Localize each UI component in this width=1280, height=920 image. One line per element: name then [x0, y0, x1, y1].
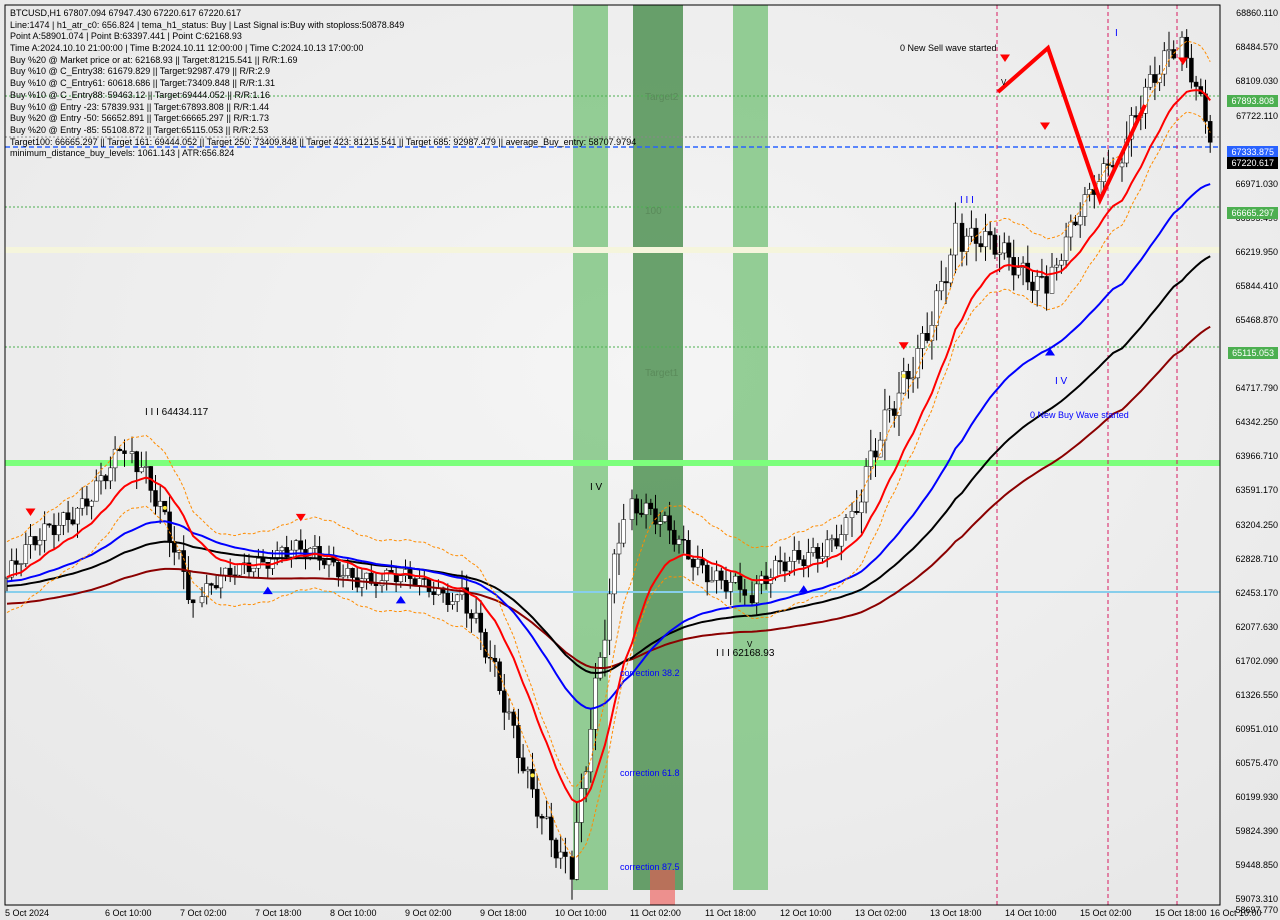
y-tick-label: 64342.250 — [1235, 417, 1278, 427]
y-tick-label: 61326.550 — [1235, 690, 1278, 700]
info-text-block: BTCUSD,H1 67807.094 67947.430 67220.617 … — [10, 8, 636, 160]
info-line: Buy %10 @ Entry -23: 57839.931 || Target… — [10, 102, 636, 114]
info-line: minimum_distance_buy_levels: 1061.143 | … — [10, 148, 636, 160]
y-tick-label: 65844.410 — [1235, 281, 1278, 291]
x-tick-label: 15 Oct 18:00 — [1155, 908, 1207, 918]
info-line: BTCUSD,H1 67807.094 67947.430 67220.617 … — [10, 8, 636, 20]
y-tick-label: 59824.390 — [1235, 826, 1278, 836]
annotation-text: I — [1115, 28, 1118, 39]
annotation-text: V — [747, 640, 752, 649]
annotation-text: V — [1001, 78, 1006, 87]
y-tick-label: 63204.250 — [1235, 520, 1278, 530]
annotation-text: I V — [590, 482, 602, 493]
annotation-text: 0 New Buy Wave started — [1030, 410, 1129, 420]
annotation-text: 100 — [645, 206, 662, 217]
y-tick-label: 63966.710 — [1235, 451, 1278, 461]
y-tick-label: 68484.570 — [1235, 42, 1278, 52]
y-tick-label: 60951.010 — [1235, 724, 1278, 734]
info-line: Line:1474 | h1_atr_c0: 656.824 | tema_h1… — [10, 20, 636, 32]
x-tick-label: 14 Oct 10:00 — [1005, 908, 1057, 918]
y-tick-label: 59073.310 — [1235, 894, 1278, 904]
y-tick-label: 63591.170 — [1235, 485, 1278, 495]
x-tick-label: 7 Oct 02:00 — [180, 908, 227, 918]
x-tick-label: 16 Oct 10:00 — [1210, 908, 1262, 918]
annotation-text: I I I 62168.93 — [716, 648, 774, 659]
x-tick-label: 12 Oct 10:00 — [780, 908, 832, 918]
info-line: Buy %20 @ Entry -50: 56652.891 || Target… — [10, 113, 636, 125]
y-tick-label: 61702.090 — [1235, 656, 1278, 666]
x-tick-label: 13 Oct 02:00 — [855, 908, 907, 918]
annotation-text: I I I — [960, 195, 974, 206]
y-tick-label: 60575.470 — [1235, 758, 1278, 768]
info-line: Buy %20 @ Market price or at: 62168.93 |… — [10, 55, 636, 67]
info-line: Point A:58901.074 | Point B:63397.441 | … — [10, 31, 636, 43]
annotation-text: Target1 — [645, 368, 678, 379]
y-tick-label: 66219.950 — [1235, 247, 1278, 257]
y-tick-label: 67722.110 — [1236, 111, 1278, 121]
annotation-text: correction 87.5 — [620, 862, 680, 872]
x-tick-label: 13 Oct 18:00 — [930, 908, 982, 918]
x-tick-label: 5 Oct 2024 — [5, 908, 49, 918]
y-tick-label: 64717.790 — [1235, 383, 1278, 393]
y-tick-label: 62828.710 — [1235, 554, 1278, 564]
y-tick-label: 60199.930 — [1235, 792, 1278, 802]
annotation-text: correction 38.2 — [620, 668, 680, 678]
x-tick-label: 6 Oct 10:00 — [105, 908, 152, 918]
info-line: Buy %10 @ C_Entry88: 59463.12 || Target:… — [10, 90, 636, 102]
price-box: 65115.053 — [1228, 347, 1278, 359]
price-box: 67220.617 — [1227, 157, 1278, 169]
info-line: Buy %10 @ C_Entry61: 60618.686 || Target… — [10, 78, 636, 90]
info-line: Target100: 66665.297 || Target 161: 6944… — [10, 137, 636, 149]
y-tick-label: 62453.170 — [1235, 588, 1278, 598]
y-tick-label: 59448.850 — [1235, 860, 1278, 870]
x-tick-label: 9 Oct 18:00 — [480, 908, 527, 918]
x-tick-label: 15 Oct 02:00 — [1080, 908, 1132, 918]
price-box: 67893.808 — [1227, 95, 1278, 107]
price-box: 66665.297 — [1227, 207, 1278, 219]
y-tick-label: 65468.870 — [1235, 315, 1278, 325]
annotation-text: I V — [1055, 376, 1067, 387]
y-tick-label: 66971.030 — [1235, 179, 1278, 189]
annotation-text: I I I 64434.117 — [145, 407, 208, 418]
x-tick-label: 9 Oct 02:00 — [405, 908, 452, 918]
info-line: Buy %20 @ Entry -85: 55108.872 || Target… — [10, 125, 636, 137]
info-line: Buy %10 @ C_Entry38: 61679.829 || Target… — [10, 66, 636, 78]
x-tick-label: 8 Oct 10:00 — [330, 908, 377, 918]
y-tick-label: 68860.110 — [1236, 8, 1278, 18]
x-tick-label: 10 Oct 10:00 — [555, 908, 607, 918]
x-tick-label: 11 Oct 02:00 — [630, 908, 681, 918]
annotation-text: correction 61.8 — [620, 768, 680, 778]
x-tick-label: 7 Oct 18:00 — [255, 908, 302, 918]
y-tick-label: 62077.630 — [1235, 622, 1278, 632]
chart-container: MARKETZI TRADE — [0, 0, 1280, 920]
annotation-text: Target2 — [645, 92, 678, 103]
info-line: Time A:2024.10.10 21:00:00 | Time B:2024… — [10, 43, 636, 55]
y-tick-label: 68109.030 — [1235, 76, 1278, 86]
annotation-text: 0 New Sell wave started — [900, 43, 997, 53]
x-tick-label: 11 Oct 18:00 — [705, 908, 756, 918]
